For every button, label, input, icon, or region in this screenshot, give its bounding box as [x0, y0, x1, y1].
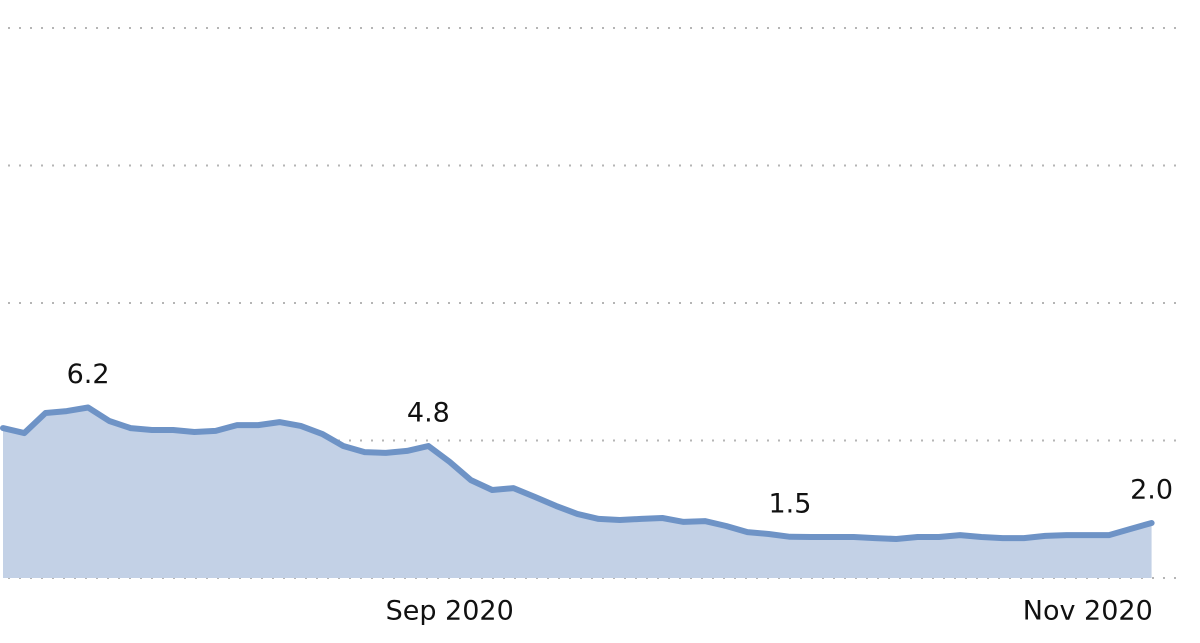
data-label: 2.0	[1130, 475, 1173, 506]
line	[0, 404, 1155, 542]
data-label: 6.2	[67, 359, 110, 390]
data-label: 4.8	[407, 398, 450, 429]
x-tick-label: Nov 2020	[1023, 596, 1153, 627]
data-label: 1.5	[769, 488, 812, 519]
x-tick-label: Sep 2020	[386, 596, 514, 627]
area	[3, 407, 1152, 578]
